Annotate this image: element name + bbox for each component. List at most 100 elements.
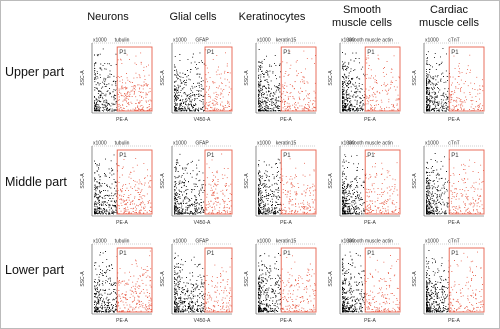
cell-dots bbox=[94, 48, 118, 112]
marker-label: tubulin bbox=[115, 239, 130, 245]
cell-dots bbox=[426, 48, 450, 112]
y-axis-label: SSC-A bbox=[244, 271, 250, 287]
gate-p1 bbox=[116, 46, 153, 112]
cell-dots bbox=[426, 153, 451, 215]
x-axis-label: PE-A bbox=[448, 318, 460, 324]
y-scale: x1000 bbox=[173, 141, 187, 147]
gated-dots bbox=[365, 255, 400, 313]
gated-dots bbox=[281, 158, 316, 215]
y-scale: x1000 bbox=[341, 38, 355, 44]
y-axis-label: SSC-A bbox=[412, 271, 418, 287]
gate-p1 bbox=[116, 149, 153, 215]
gate-label: P1 bbox=[283, 153, 291, 159]
cell-dots bbox=[342, 154, 366, 215]
y-axis-label: SSC-A bbox=[328, 70, 334, 86]
gate-p1 bbox=[364, 46, 401, 112]
y-axis-label: SSC-A bbox=[80, 173, 86, 189]
marker-label: cTnT bbox=[448, 239, 459, 245]
x-axis-label: PE-A bbox=[280, 318, 292, 324]
y-scale: x1000 bbox=[257, 38, 271, 44]
x-axis-label: PE-A bbox=[448, 117, 460, 123]
x-axis-label: PE-A bbox=[448, 220, 460, 226]
y-scale: x1000 bbox=[173, 38, 187, 44]
gate-p1 bbox=[364, 247, 401, 313]
gate-label: P1 bbox=[283, 50, 291, 56]
y-scale: x1000 bbox=[425, 141, 439, 147]
scatter-panel: P1 GFAP x1000 V450-A SSC-A bbox=[160, 239, 233, 324]
cell-dots bbox=[174, 153, 206, 215]
gated-dots bbox=[117, 52, 152, 112]
y-scale: x1000 bbox=[341, 239, 355, 245]
gated-dots bbox=[205, 153, 232, 215]
y-scale: x1000 bbox=[425, 239, 439, 245]
marker-label: GFAP bbox=[195, 239, 209, 245]
cell-dots bbox=[94, 154, 118, 215]
gate-label: P1 bbox=[119, 153, 127, 159]
gate-p1 bbox=[204, 247, 233, 313]
y-axis-label: SSC-A bbox=[160, 70, 166, 86]
x-axis-label: PE-A bbox=[116, 318, 128, 324]
cell-dots bbox=[174, 252, 206, 313]
scatter-panel: P1 keratin15 x1000 PE-A SSC-A bbox=[244, 38, 317, 123]
marker-label: smooth muscle actin bbox=[347, 239, 393, 245]
marker-label: GFAP bbox=[195, 141, 209, 147]
gate-label: P1 bbox=[367, 251, 375, 257]
gate-p1 bbox=[448, 247, 485, 313]
y-scale: x1000 bbox=[425, 38, 439, 44]
y-axis-label: SSC-A bbox=[80, 271, 86, 287]
column-header: Cardiac bbox=[430, 4, 468, 16]
row-label: Upper part bbox=[5, 65, 65, 79]
marker-label: smooth muscle actin bbox=[347, 141, 393, 147]
gated-dots bbox=[365, 152, 400, 215]
y-scale: x1000 bbox=[173, 239, 187, 245]
gate-label: P1 bbox=[451, 50, 459, 56]
y-axis-label: SSC-A bbox=[412, 173, 418, 189]
gate-label: P1 bbox=[283, 251, 291, 257]
x-axis-label: V450-A bbox=[194, 117, 211, 123]
column-header: Glial cells bbox=[169, 11, 217, 23]
scatter-panel: P1 cTnT x1000 PE-A SSC-A bbox=[412, 38, 485, 123]
gate-p1 bbox=[116, 247, 153, 313]
marker-label: keratin15 bbox=[276, 38, 297, 44]
cell-dots bbox=[342, 251, 366, 313]
scatter-panel: P1 keratin15 x1000 PE-A SSC-A bbox=[244, 141, 317, 226]
cell-dots bbox=[258, 49, 282, 112]
marker-label: keratin15 bbox=[276, 239, 297, 245]
y-axis-label: SSC-A bbox=[244, 70, 250, 86]
scatter-panel: P1 tubulin x1000 PE-A SSC-A bbox=[80, 141, 153, 226]
gate-label: P1 bbox=[119, 251, 127, 257]
gated-dots bbox=[449, 251, 484, 313]
scatter-panel: P1 GFAP x1000 V450-A SSC-A bbox=[160, 141, 233, 226]
gate-p1 bbox=[364, 149, 401, 215]
scatter-panel: P1 tubulin x1000 PE-A SSC-A bbox=[80, 239, 153, 324]
gate-p1 bbox=[204, 149, 233, 215]
gate-label: P1 bbox=[367, 50, 375, 56]
y-scale: x1000 bbox=[257, 239, 271, 245]
y-scale: x1000 bbox=[257, 141, 271, 147]
gate-label: P1 bbox=[451, 153, 459, 159]
gated-dots bbox=[449, 159, 484, 215]
cell-dots bbox=[258, 158, 283, 215]
gated-dots bbox=[365, 54, 400, 112]
cell-dots bbox=[174, 52, 206, 112]
gate-label: P1 bbox=[119, 50, 127, 56]
y-axis-label: SSC-A bbox=[328, 271, 334, 287]
marker-label: cTnT bbox=[448, 38, 459, 44]
gate-label: P1 bbox=[207, 153, 215, 159]
cell-dots bbox=[94, 251, 119, 313]
x-axis-label: V450-A bbox=[194, 318, 211, 324]
gated-dots bbox=[449, 54, 484, 112]
scatter-panel: P1 keratin15 x1000 PE-A SSC-A bbox=[244, 239, 317, 324]
row-label: Middle part bbox=[5, 175, 67, 189]
cell-dots bbox=[258, 253, 282, 313]
gate-label: P1 bbox=[207, 50, 215, 56]
marker-label: keratin15 bbox=[276, 141, 297, 147]
y-axis-label: SSC-A bbox=[80, 70, 86, 86]
scatter-panel: P1 tubulin x1000 PE-A SSC-A bbox=[80, 38, 153, 123]
x-axis-label: PE-A bbox=[280, 117, 292, 123]
marker-label: smooth muscle actin bbox=[347, 38, 393, 44]
gated-dots bbox=[117, 157, 152, 215]
marker-label: cTnT bbox=[448, 141, 459, 147]
gate-label: P1 bbox=[207, 251, 215, 257]
